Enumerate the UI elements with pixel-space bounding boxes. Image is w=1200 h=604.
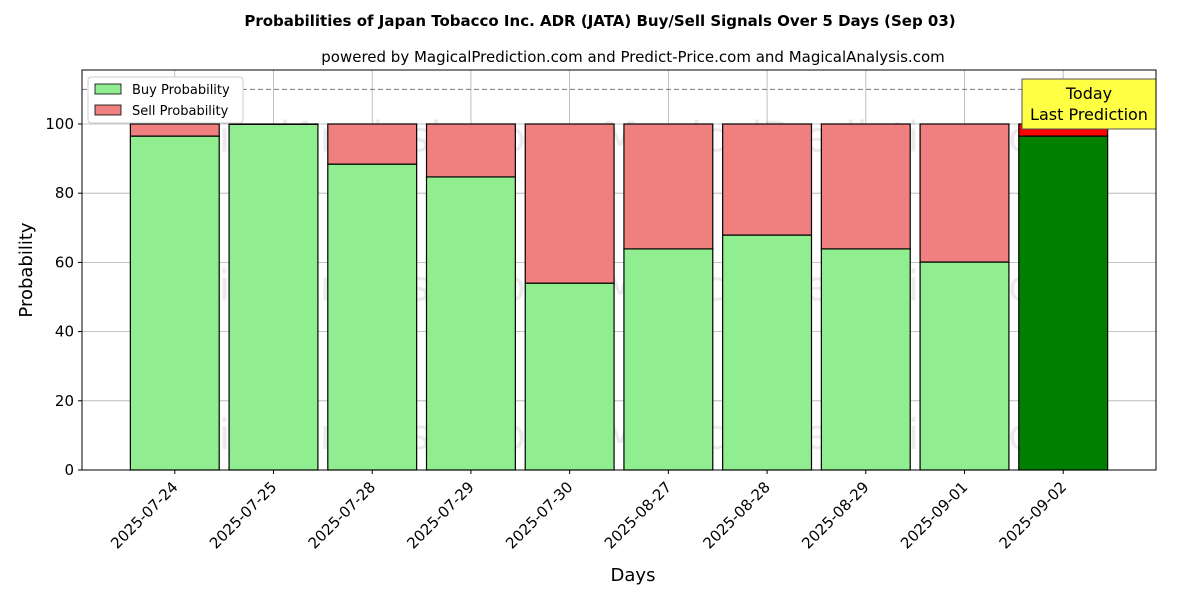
sell-bar: [328, 124, 417, 164]
x-tick-label: 2025-09-01: [897, 478, 971, 552]
buy-bar: [525, 283, 614, 470]
y-tick-label: 60: [55, 253, 74, 271]
x-tick-label: 2025-08-29: [798, 478, 872, 552]
buy-bar: [427, 177, 516, 470]
x-tick-label: 2025-08-28: [700, 478, 774, 552]
legend-sell-label: Sell Probability: [132, 104, 229, 119]
legend-buy-swatch: [95, 84, 121, 94]
y-tick-label: 100: [45, 115, 74, 133]
buy-bar: [229, 124, 318, 470]
y-tick-label: 0: [64, 461, 74, 479]
today-annotation: Today Last Prediction: [1022, 79, 1156, 129]
sell-bar: [920, 124, 1009, 262]
buy-bar: [920, 262, 1009, 470]
y-tick-label: 40: [55, 323, 74, 341]
x-tick-label: 2025-07-30: [502, 478, 576, 552]
sell-bar: [427, 124, 516, 177]
sell-bar: [525, 124, 614, 283]
annotation-line1: Today: [1065, 84, 1112, 103]
x-axis-label: Days: [611, 565, 656, 586]
buy-bar: [130, 136, 219, 470]
legend: Buy Probability Sell Probability: [88, 77, 243, 123]
sell-bar: [723, 124, 812, 235]
annotation-line2: Last Prediction: [1030, 105, 1148, 124]
buy-bar: [624, 249, 713, 470]
x-tick-label: 2025-07-25: [206, 478, 280, 552]
x-tick-label: 2025-07-24: [107, 478, 181, 552]
y-tick-label: 80: [55, 184, 74, 202]
x-tick-label: 2025-07-29: [403, 478, 477, 552]
x-tick-label: 2025-07-28: [305, 478, 379, 552]
x-tick-label: 2025-08-27: [601, 478, 675, 552]
chart-subtitle: powered by MagicalPrediction.com and Pre…: [321, 48, 945, 66]
buy-bar: [328, 164, 417, 470]
sell-bar: [821, 124, 910, 249]
y-tick-label: 20: [55, 392, 74, 410]
chart-title: Probabilities of Japan Tobacco Inc. ADR …: [244, 12, 955, 30]
buy-bar: [821, 249, 910, 470]
sell-bar: [130, 124, 219, 136]
legend-buy-label: Buy Probability: [132, 83, 230, 98]
x-tick-label: 2025-09-02: [996, 478, 1070, 552]
y-axis-label: Probability: [16, 222, 37, 317]
legend-sell-swatch: [95, 105, 121, 115]
buy-bar: [1019, 136, 1108, 470]
buy-bar: [723, 235, 812, 470]
sell-bar: [624, 124, 713, 249]
